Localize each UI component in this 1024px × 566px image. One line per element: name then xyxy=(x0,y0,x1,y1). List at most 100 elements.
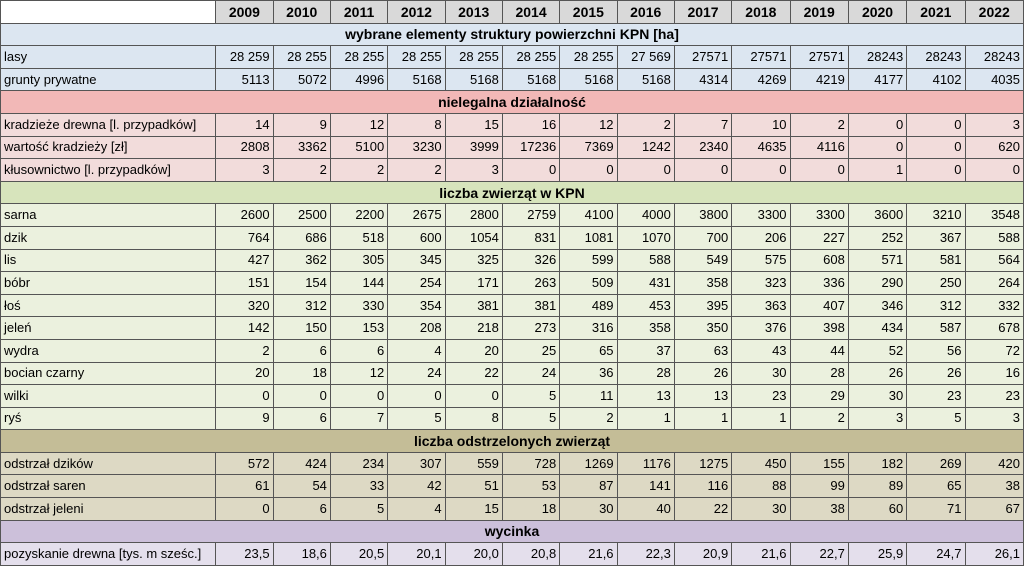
value-cell: 407 xyxy=(789,293,849,318)
value-cell: 0 xyxy=(964,158,1024,182)
value-cell: 2200 xyxy=(329,203,389,227)
row-label: kradzieże drewna [l. przypadków] xyxy=(0,112,217,137)
section-header-row: liczba zwierząt w KPN xyxy=(0,180,1024,205)
value-cell: 608 xyxy=(789,248,849,273)
value-cell: 0 xyxy=(559,158,618,182)
value-cell: 5168 xyxy=(387,67,446,92)
value-cell: 1 xyxy=(616,406,675,431)
table-row: bóbr 151 154 144 254 171 263 509 431 358 323 336 290… xyxy=(0,271,1024,295)
value-cell: 831 xyxy=(501,225,561,250)
value-cell: 367 xyxy=(906,225,966,250)
value-cell: 350 xyxy=(673,316,733,340)
value-cell: 22 xyxy=(444,361,503,386)
value-cell: 6 xyxy=(272,497,331,521)
value-cell: 29 xyxy=(789,384,849,408)
corner-cell xyxy=(0,0,217,24)
row-label: odstrzał dzików xyxy=(0,451,217,476)
value-cell: 358 xyxy=(673,271,733,295)
table-row: lasy 28 259 28 255 28 255 28 255 28 255 28 255… xyxy=(0,45,1024,69)
value-cell: 354 xyxy=(387,293,446,318)
value-cell: 269 xyxy=(906,451,966,476)
value-cell: 5 xyxy=(501,384,561,408)
value-cell: 26 xyxy=(906,361,966,386)
section-header-row: wycinka xyxy=(0,519,1024,544)
value-cell: 10 xyxy=(731,112,791,137)
value-cell: 4102 xyxy=(906,67,966,92)
value-cell: 28 255 xyxy=(272,45,331,69)
value-cell: 28243 xyxy=(847,45,908,69)
value-cell: 26 xyxy=(673,361,733,386)
value-cell: 20,9 xyxy=(673,542,733,566)
value-cell: 434 xyxy=(847,316,908,340)
value-cell: 28 255 xyxy=(559,45,618,69)
value-cell: 254 xyxy=(387,271,446,295)
table-row: grunty prywatne 5113 5072 4996 5168 5168 5168 5… xyxy=(0,67,1024,92)
value-cell: 376 xyxy=(731,316,791,340)
value-cell: 381 xyxy=(444,293,503,318)
value-cell: 358 xyxy=(616,316,675,340)
value-cell: 12 xyxy=(329,112,389,137)
year-header-2009: 2009 xyxy=(215,0,274,24)
value-cell: 22 xyxy=(673,497,733,521)
value-cell: 3362 xyxy=(272,135,331,160)
value-cell: 6 xyxy=(272,406,331,431)
value-cell: 60 xyxy=(847,497,908,521)
table-row: jeleń 142 150 153 208 218 273 316 358 350 376 398 43… xyxy=(0,316,1024,340)
value-cell: 27 569 xyxy=(616,45,675,69)
year-header-2019: 2019 xyxy=(789,0,849,24)
value-cell: 0 xyxy=(215,497,274,521)
row-label: grunty prywatne xyxy=(0,67,217,92)
value-cell: 18,6 xyxy=(272,542,331,566)
year-header-2014: 2014 xyxy=(501,0,561,24)
value-cell: 28 255 xyxy=(501,45,561,69)
value-cell: 5 xyxy=(501,406,561,431)
value-cell: 571 xyxy=(847,248,908,273)
table-row: ryś 9 6 7 5 8 5 2 1 1 1 2 3 5 3 xyxy=(0,406,1024,431)
row-label: łoś xyxy=(0,293,217,318)
year-header-row: 2009 2010 2011 2012 2013 2014 2015 2016 2017 2018… xyxy=(0,0,1024,24)
value-cell: 362 xyxy=(272,248,331,273)
value-cell: 3548 xyxy=(964,203,1024,227)
value-cell: 28 255 xyxy=(329,45,389,69)
value-cell: 63 xyxy=(673,338,733,363)
row-label: ryś xyxy=(0,406,217,431)
value-cell: 1176 xyxy=(616,451,675,476)
value-cell: 564 xyxy=(964,248,1024,273)
value-cell: 2340 xyxy=(673,135,733,160)
value-cell: 0 xyxy=(387,384,446,408)
value-cell: 0 xyxy=(731,158,791,182)
value-cell: 28243 xyxy=(964,45,1024,69)
value-cell: 0 xyxy=(272,384,331,408)
value-cell: 141 xyxy=(616,474,675,499)
value-cell: 0 xyxy=(215,384,274,408)
value-cell: 23 xyxy=(964,384,1024,408)
value-cell: 16 xyxy=(501,112,561,137)
value-cell: 24 xyxy=(387,361,446,386)
value-cell: 25,9 xyxy=(847,542,908,566)
value-cell: 72 xyxy=(964,338,1024,363)
value-cell: 21,6 xyxy=(559,542,618,566)
value-cell: 142 xyxy=(215,316,274,340)
value-cell: 588 xyxy=(964,225,1024,250)
table-row: sarna 2600 2500 2200 2675 2800 2759 4100 4000 380… xyxy=(0,203,1024,227)
row-label: bóbr xyxy=(0,271,217,295)
value-cell: 336 xyxy=(789,271,849,295)
value-cell: 20,1 xyxy=(387,542,446,566)
value-cell: 5168 xyxy=(444,67,503,92)
value-cell: 23 xyxy=(906,384,966,408)
value-cell: 20 xyxy=(215,361,274,386)
value-cell: 155 xyxy=(789,451,849,476)
table-row: wilki 0 0 0 0 0 5 11 13 13 23 29 30 23 23 xyxy=(0,384,1024,408)
table-row: odstrzał saren 61 54 33 42 51 53 87 141 116 88 99 89… xyxy=(0,474,1024,499)
value-cell: 1070 xyxy=(616,225,675,250)
value-cell: 599 xyxy=(559,248,618,273)
value-cell: 65 xyxy=(559,338,618,363)
value-cell: 0 xyxy=(444,384,503,408)
value-cell: 326 xyxy=(501,248,561,273)
value-cell: 518 xyxy=(329,225,389,250)
value-cell: 33 xyxy=(329,474,389,499)
value-cell: 559 xyxy=(444,451,503,476)
value-cell: 65 xyxy=(906,474,966,499)
value-cell: 264 xyxy=(964,271,1024,295)
value-cell: 67 xyxy=(964,497,1024,521)
